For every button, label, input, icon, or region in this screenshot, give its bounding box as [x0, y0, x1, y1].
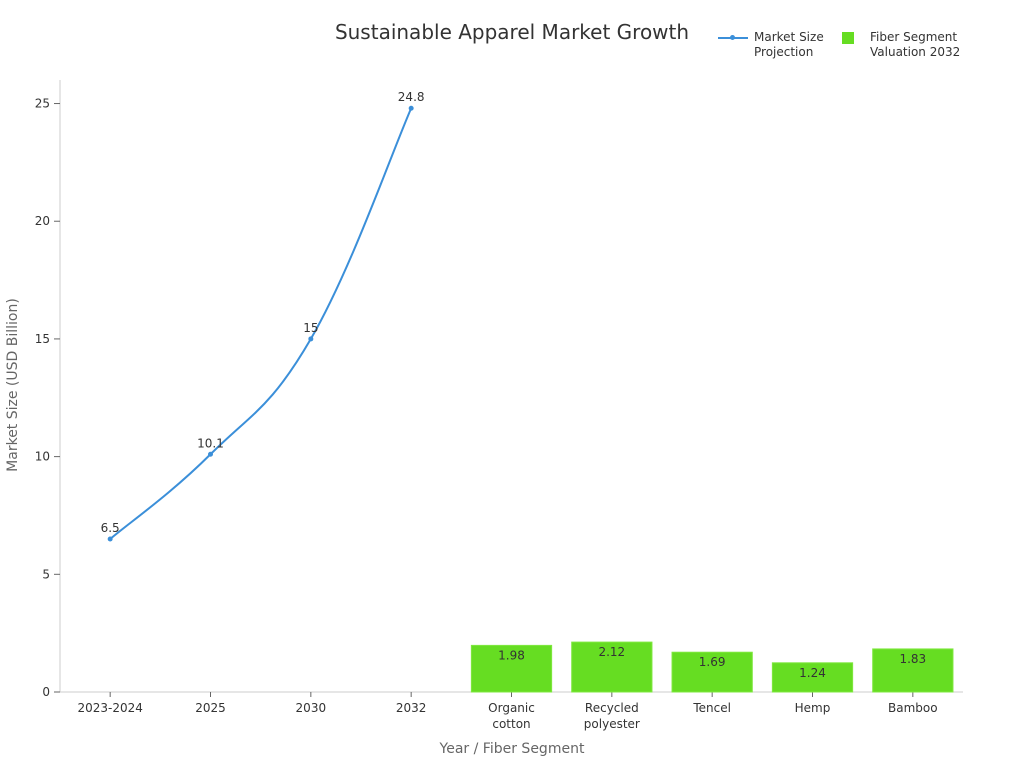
line-value-label: 10.1 — [197, 436, 224, 450]
y-tick-label: 25 — [35, 97, 50, 111]
y-tick-label: 5 — [42, 567, 50, 581]
x-tick-label: 2025 — [195, 701, 226, 715]
line-series-path — [109, 107, 413, 540]
chart-title: Sustainable Apparel Market Growth — [334, 20, 690, 44]
bar — [771, 662, 854, 693]
legend-bar-swatch — [842, 32, 854, 44]
legend-label-line: Market Size Projection — [754, 30, 824, 59]
bar — [872, 648, 954, 693]
line-value-label: 15 — [303, 321, 318, 335]
x-tick-label: Tencel — [692, 701, 731, 715]
line-value-label: 24.8 — [398, 90, 425, 104]
y-tick-label: 15 — [35, 332, 50, 346]
y-tick-label: 0 — [42, 685, 50, 699]
y-tick-label: 10 — [35, 450, 50, 464]
line-value-label: 6.5 — [101, 521, 120, 535]
x-tick-label: Bamboo — [888, 701, 938, 715]
bar-value-label: 2.12 — [598, 645, 625, 659]
bar — [470, 644, 553, 693]
bar-value-label: 1.24 — [799, 666, 826, 680]
x-tick-label: Hemp — [795, 701, 831, 715]
x-tick-label: 2023-2024 — [77, 701, 142, 715]
bar-value-label: 1.69 — [699, 655, 726, 669]
x-tick-label: 2030 — [296, 701, 327, 715]
legend-line-marker — [730, 35, 735, 40]
bar-value-label: 1.98 — [498, 648, 525, 662]
legend-line-swatch — [718, 30, 748, 45]
x-axis-title: Year / Fiber Segment — [439, 741, 585, 757]
y-axis-title: Market Size (USD Billion) — [5, 298, 21, 472]
x-tick-label: Recycled polyester — [584, 701, 640, 731]
line-point — [107, 536, 113, 542]
legend-item-line: Market Size Projection — [718, 30, 824, 60]
bar — [671, 651, 753, 693]
bar — [571, 641, 653, 693]
y-tick-label: 20 — [35, 214, 50, 228]
line-point — [208, 451, 213, 457]
legend-item-bar: Fiber Segment Valuation 2032 — [840, 30, 960, 60]
line-point — [408, 105, 414, 111]
legend-label-bar: Fiber Segment Valuation 2032 — [870, 30, 961, 59]
x-tick-label: Organic cotton — [488, 701, 535, 731]
x-tick-label: 2032 — [396, 701, 427, 715]
line-point — [308, 336, 314, 342]
bar-value-label: 1.83 — [899, 652, 926, 666]
